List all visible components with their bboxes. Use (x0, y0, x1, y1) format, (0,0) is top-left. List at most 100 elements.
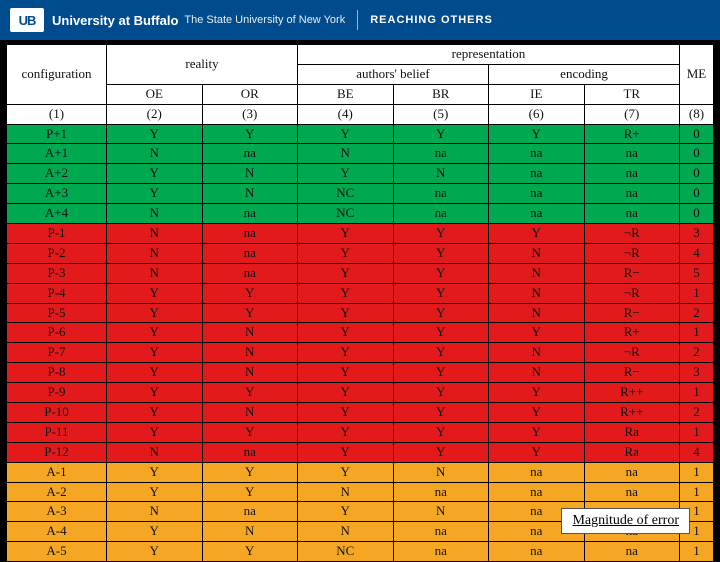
cell-or: na (202, 144, 298, 164)
cell-oe: Y (107, 164, 203, 184)
cell-ie: na (489, 542, 585, 562)
cell-tr: R++ (584, 403, 680, 423)
cell-br: N (393, 502, 489, 522)
cell-be: Y (298, 502, 394, 522)
cell-or: Y (202, 303, 298, 323)
cell-ie: na (489, 482, 585, 502)
table-row: P-5YYYYNR−2 (7, 303, 714, 323)
cell-tr: na (584, 144, 680, 164)
cell-conf: P+1 (7, 124, 107, 144)
cell-tr: ¬R (584, 283, 680, 303)
cell-oe: N (107, 243, 203, 263)
cell-or: Y (202, 482, 298, 502)
cell-me: 0 (680, 204, 714, 224)
th-or: OR (202, 84, 298, 104)
cell-oe: Y (107, 522, 203, 542)
cell-conf: P-4 (7, 283, 107, 303)
cell-ie: Y (489, 224, 585, 244)
cell-br: N (393, 462, 489, 482)
data-table: configuration reality representation ME … (6, 44, 714, 562)
th-col3: (3) (202, 104, 298, 124)
cell-tr: Ra (584, 422, 680, 442)
cell-me: 1 (680, 383, 714, 403)
cell-oe: Y (107, 462, 203, 482)
th-me: ME (680, 45, 714, 105)
cell-tr: ¬R (584, 224, 680, 244)
table-row: A-2YYNnanana1 (7, 482, 714, 502)
cell-oe: Y (107, 303, 203, 323)
th-tr: TR (584, 84, 680, 104)
cell-tr: na (584, 204, 680, 224)
cell-tr: na (584, 462, 680, 482)
cell-be: NC (298, 204, 394, 224)
table-row: P-3NnaYYNR−5 (7, 263, 714, 283)
cell-be: NC (298, 184, 394, 204)
cell-be: Y (298, 323, 394, 343)
cell-ie: N (489, 243, 585, 263)
cell-or: na (202, 502, 298, 522)
table-row: A-1YYYNnana1 (7, 462, 714, 482)
cell-tr: na (584, 542, 680, 562)
cell-me: 0 (680, 164, 714, 184)
th-col7: (7) (584, 104, 680, 124)
cell-br: na (393, 542, 489, 562)
table-row: P-7YNYYN¬R2 (7, 343, 714, 363)
cell-or: na (202, 204, 298, 224)
table-row: A+3YNNCnanana0 (7, 184, 714, 204)
cell-ie: N (489, 303, 585, 323)
cell-be: N (298, 482, 394, 502)
cell-ie: Y (489, 383, 585, 403)
cell-ie: N (489, 363, 585, 383)
cell-tr: ¬R (584, 243, 680, 263)
table-row: A-5YYNCnanana1 (7, 542, 714, 562)
cell-br: Y (393, 422, 489, 442)
cell-br: Y (393, 442, 489, 462)
cell-be: Y (298, 422, 394, 442)
cell-be: Y (298, 224, 394, 244)
cell-conf: A+3 (7, 184, 107, 204)
cell-be: Y (298, 303, 394, 323)
cell-or: N (202, 522, 298, 542)
cell-me: 1 (680, 323, 714, 343)
cell-br: na (393, 482, 489, 502)
cell-br: Y (393, 224, 489, 244)
th-col4: (4) (298, 104, 394, 124)
cell-or: Y (202, 383, 298, 403)
cell-conf: A+2 (7, 164, 107, 184)
cell-oe: N (107, 224, 203, 244)
cell-conf: A-2 (7, 482, 107, 502)
cell-or: N (202, 184, 298, 204)
cell-br: Y (393, 323, 489, 343)
table-row: P-11YYYYYRa1 (7, 422, 714, 442)
cell-conf: P-2 (7, 243, 107, 263)
cell-oe: Y (107, 542, 203, 562)
cell-or: na (202, 243, 298, 263)
cell-tr: ¬R (584, 343, 680, 363)
table-row: P-1NnaYYY¬R3 (7, 224, 714, 244)
table-body: P+1YYYYYR+0A+1NnaNnanana0A+2YNYNnana0A+3… (7, 124, 714, 562)
th-configuration: configuration (7, 45, 107, 105)
cell-or: Y (202, 283, 298, 303)
cell-oe: Y (107, 383, 203, 403)
cell-or: na (202, 263, 298, 283)
cell-me: 1 (680, 422, 714, 442)
table-row: P-12NnaYYYRa4 (7, 442, 714, 462)
cell-ie: na (489, 204, 585, 224)
cell-conf: A-3 (7, 502, 107, 522)
cell-me: 1 (680, 482, 714, 502)
cell-tr: R− (584, 263, 680, 283)
cell-or: Y (202, 422, 298, 442)
cell-tr: R− (584, 303, 680, 323)
table-row: A+1NnaNnanana0 (7, 144, 714, 164)
cell-ie: Y (489, 323, 585, 343)
cell-or: na (202, 442, 298, 462)
cell-oe: Y (107, 363, 203, 383)
cell-tr: R+ (584, 323, 680, 343)
cell-or: Y (202, 542, 298, 562)
cell-me: 3 (680, 363, 714, 383)
cell-conf: P-10 (7, 403, 107, 423)
cell-conf: P-3 (7, 263, 107, 283)
cell-me: 2 (680, 403, 714, 423)
cell-ie: na (489, 462, 585, 482)
cell-be: Y (298, 283, 394, 303)
